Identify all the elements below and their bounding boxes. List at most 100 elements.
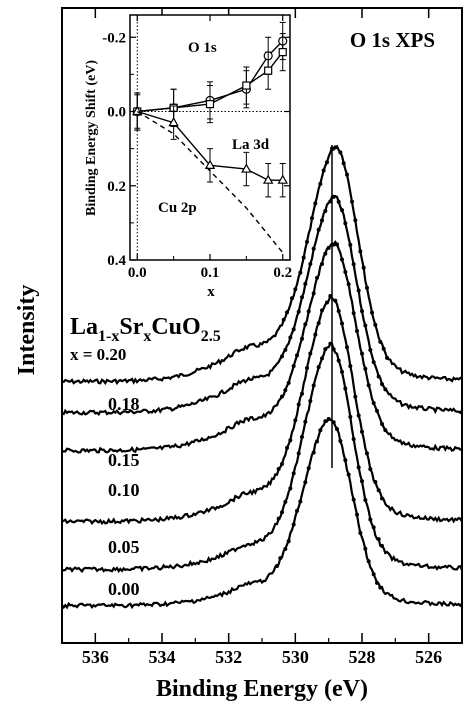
spectrum-point	[340, 321, 344, 326]
spectrum-point	[323, 347, 328, 352]
spectrum-point	[371, 525, 376, 530]
spectrum-point	[360, 429, 364, 434]
spectrum-point	[356, 413, 361, 418]
spectrum-point	[296, 402, 301, 407]
spectrum-point	[378, 339, 383, 344]
series-label-x = 0.20: x = 0.20	[70, 345, 126, 364]
spectrum-point	[306, 309, 311, 314]
inset-x-tick-label: 0.0	[128, 265, 147, 281]
inset-series	[132, 21, 288, 254]
inset-y-tick-label: -0.2	[102, 30, 126, 46]
inset-line-dashed	[136, 110, 284, 254]
spectrum-point	[283, 547, 288, 552]
spectrum-point	[381, 346, 386, 351]
spectrum-point	[375, 408, 379, 413]
spectrum-point	[315, 439, 319, 444]
spectrum-point	[326, 245, 331, 250]
spectrum-point	[325, 300, 329, 305]
compound-sub3: 2.5	[201, 328, 221, 345]
spectrum-point	[320, 308, 324, 313]
spectrum-point	[313, 332, 318, 337]
main-x-ticks: 536 534 532 530 528 526	[61, 8, 463, 667]
spectrum-point	[380, 382, 384, 387]
spectrum-point	[373, 480, 378, 485]
spectrum-point	[375, 580, 379, 585]
spectrum-point	[376, 537, 381, 542]
spectrum-point	[288, 335, 293, 340]
spectrum-point	[308, 261, 313, 266]
spectrum-0.05	[61, 342, 464, 574]
spectrum-point	[366, 559, 371, 564]
spectrum-point	[303, 419, 308, 424]
spectrum-point	[313, 201, 318, 206]
spectrum-point	[293, 418, 298, 423]
spectrum-point	[351, 497, 356, 502]
compound-label: La1-xSrxCuO2.5	[70, 314, 221, 345]
spectrum-point	[291, 364, 296, 369]
spectrum-point	[345, 172, 349, 177]
inset-plot: 0.0 0.1 0.2-0.20.00.20.4 O 1s La 3d Cu 2p …	[84, 14, 292, 300]
spectrum-point	[346, 472, 351, 477]
spectrum-point	[296, 451, 301, 456]
spectrum-point	[285, 310, 289, 315]
spectrum-point	[380, 496, 384, 501]
spectrum-point	[371, 401, 376, 406]
spectrum-point	[383, 387, 388, 392]
spectrum-point	[280, 462, 284, 467]
spectrum-point	[308, 351, 313, 356]
inset-y-axis-label: Binding Energy Shift (eV)	[84, 60, 99, 216]
spectrum-point	[316, 365, 321, 370]
spectrum-point	[325, 160, 329, 165]
spectrum-point	[281, 317, 286, 322]
main-x-tick-label-528: 528	[349, 647, 376, 667]
spectrum-point	[343, 458, 348, 463]
spectrum-point	[318, 181, 323, 186]
spectrum-x = 0.20	[61, 144, 463, 386]
spectrum-point	[296, 309, 301, 314]
spectrum-point	[368, 467, 373, 472]
main-y-axis-label: Intensity	[14, 285, 40, 376]
inset-y-tick-label: 0.0	[107, 105, 126, 121]
spectrum-point	[288, 438, 293, 443]
spectrum-point	[368, 517, 373, 522]
spectrum-0.10	[61, 293, 463, 526]
spectrum-point	[333, 145, 338, 150]
spectrum-point	[303, 322, 308, 327]
spectrum-point	[343, 386, 348, 391]
spectrum-point	[365, 451, 369, 456]
spectrum-0.15	[61, 240, 463, 454]
spectrum-point	[368, 348, 373, 353]
spectrum-point	[335, 242, 339, 247]
spectrum-0.00	[61, 417, 463, 610]
spectrum-point	[376, 488, 381, 493]
inset-point-La 3d	[264, 66, 273, 75]
spectrum-point	[333, 298, 338, 303]
inset-x-tick-label: 0.2	[273, 265, 292, 281]
spectrum-point	[356, 465, 361, 470]
inset-point-La 3d	[278, 48, 287, 57]
spectrum-point	[358, 530, 363, 535]
spectrum-point	[276, 467, 281, 472]
spectrum-point	[340, 369, 344, 374]
spectrum-point	[348, 364, 353, 369]
spectrum-point	[290, 296, 294, 301]
inset-point-Cu 2p	[277, 174, 288, 184]
spectrum-point	[360, 309, 364, 314]
spectrum-point	[276, 516, 281, 521]
spectrum-point	[363, 546, 368, 551]
inset-point-Cu 2p	[241, 163, 252, 173]
spectrum-point	[305, 239, 309, 244]
spectrum-point	[323, 208, 328, 213]
spectrum-point	[300, 336, 304, 341]
spectrum-point	[353, 394, 358, 399]
spectrum-point	[351, 262, 356, 267]
spectrum-point	[348, 414, 353, 419]
spectrum-point	[380, 422, 384, 427]
inset-ticks: 0.0 0.1 0.2 -0.2 0.0 0.2 0.4	[102, 15, 292, 281]
spectrum-point	[370, 310, 374, 315]
spectrum-point	[316, 227, 321, 232]
spectrum-point	[320, 262, 324, 267]
spectrum-point	[326, 417, 331, 422]
spectrum-point	[275, 563, 279, 568]
spectrum-point	[298, 270, 303, 275]
